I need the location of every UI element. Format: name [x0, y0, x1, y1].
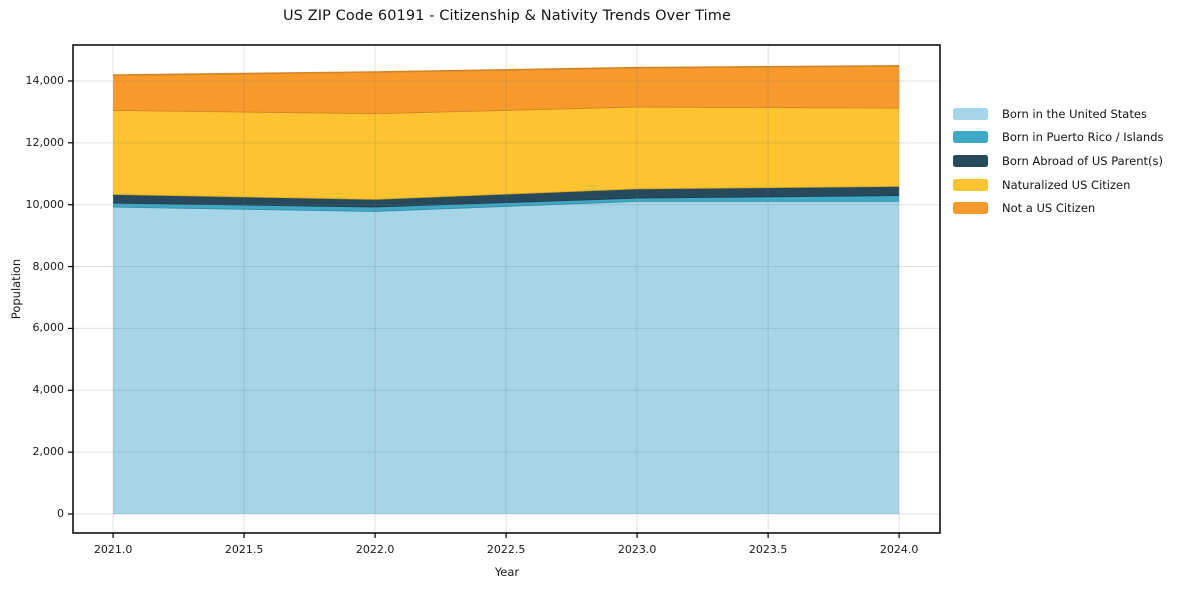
y-tick-label: 0 [57, 507, 64, 520]
x-axis-label: Year [494, 565, 520, 579]
edge-not-a-us-citizen [113, 65, 900, 76]
area-born-in-the-united-states [113, 200, 900, 515]
legend-item-naturalized-us-citizen: Naturalized US Citizen [953, 173, 1164, 197]
legend-swatch-icon [953, 107, 988, 120]
x-tick-label: 2021.0 [93, 543, 133, 556]
legend-item-born-in-the-united-states: Born in the United States [953, 102, 1164, 126]
area-not-a-us-citizen [113, 65, 900, 114]
y-tick-label: 10,000 [25, 197, 65, 211]
y-tick-label: 12,000 [25, 135, 65, 149]
legend-swatch-icon [953, 154, 988, 167]
legend-label: Born in Puerto Rico / Islands [1002, 130, 1164, 145]
legend-label: Born in the United States [1002, 106, 1147, 121]
legend-item-born-in-puerto-rico-islands: Born in Puerto Rico / Islands [953, 126, 1164, 150]
y-tick-label: 6,000 [32, 321, 65, 335]
x-tick-label: 2022.5 [486, 543, 526, 556]
x-tick-label: 2023.5 [748, 543, 788, 556]
legend-label: Born Abroad of US Parent(s) [1002, 153, 1163, 168]
legend-item-not-a-us-citizen: Not a US Citizen [953, 196, 1164, 220]
legend-label: Naturalized US Citizen [1002, 177, 1131, 192]
area-naturalized-us-citizen [113, 106, 900, 199]
x-tick-label: 2022.0 [355, 543, 395, 556]
x-tick-label: 2023.0 [617, 543, 657, 556]
area-born-in-puerto-rico-islands [113, 195, 900, 212]
legend-item-born-abroad-of-us-parent-s: Born Abroad of US Parent(s) [953, 149, 1164, 173]
y-tick-label: 4,000 [32, 383, 65, 397]
y-tick-label: 8,000 [32, 259, 65, 273]
x-tick-label: 2024.0 [879, 543, 919, 556]
legend: Born in the United States Born in Puerto … [953, 102, 1164, 220]
legend-label: Not a US Citizen [1002, 201, 1096, 216]
legend-swatch-icon [953, 178, 988, 191]
y-tick-label: 14,000 [25, 73, 65, 87]
legend-swatch-icon [953, 131, 988, 144]
legend-swatch-icon [953, 202, 988, 215]
chart-title: US ZIP Code 60191 - Citizenship & Nativi… [282, 8, 732, 24]
area-born-abroad-of-us-parent-s [113, 185, 900, 207]
x-tick-label: 2021.5 [224, 543, 264, 556]
y-tick-label: 2,000 [32, 445, 65, 459]
